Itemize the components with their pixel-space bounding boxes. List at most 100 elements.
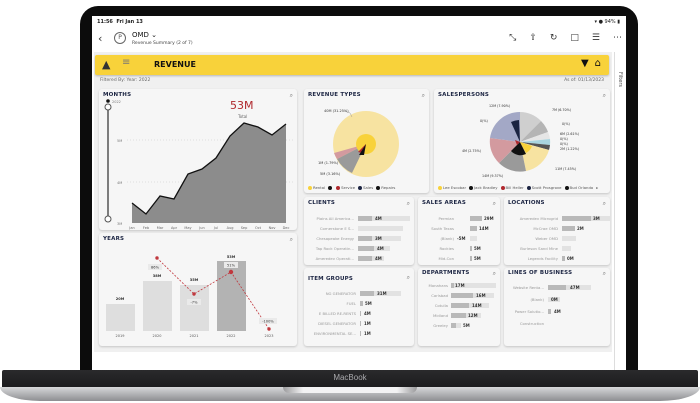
as-of-date: As of: 01/13/2023 (564, 78, 604, 83)
lines-of-business-card: LINES OF BUSINESS ⌕ Website Renta... 47M… (504, 268, 610, 346)
svg-text:Nov: Nov (269, 226, 276, 230)
card-title: REVENUE TYPES (308, 92, 361, 98)
months-area-chart[interactable]: 2022 5M 4M 3M Jan Feb Mar Apr May Jun Jul Aug … (99, 89, 297, 230)
report-page-indicator: Revenue Summary (2 of 7) (132, 41, 193, 46)
months-card: MONTHS ⌕ 2022 5M 4M 3M Jan Feb Mar Apr May J… (99, 89, 297, 230)
svg-text:5M (3.16%): 5M (3.16%) (320, 172, 341, 176)
device-label: MacBook (333, 373, 367, 382)
svg-text:-100%: -100% (262, 320, 274, 324)
svg-text:2021: 2021 (190, 334, 199, 338)
locations-card: LOCATIONS ⌕ Ameredev Microgrid 3M McCrae… (504, 197, 610, 265)
svg-text:0(%): 0(%) (560, 142, 568, 146)
revenue-types-legend: Rental Service Sales Repairs (308, 185, 395, 190)
back-button[interactable]: ‹ (98, 32, 103, 45)
menu-icon[interactable]: ≡ (122, 57, 131, 68)
svg-text:Aug: Aug (227, 226, 234, 230)
svg-text:Apr: Apr (171, 226, 178, 230)
svg-text:53M: 53M (227, 255, 236, 259)
revenue-types-card: REVENUE TYPES ⌕ 40M (31.25%) 1M (1.79%) … (304, 89, 429, 193)
report-canvas: ▲ ≡ REVENUE ▼ ⌂ Filtered By: Year: 2022 … (94, 52, 612, 352)
svg-text:7M (6.70%): 7M (6.70%) (552, 108, 571, 112)
legend-item[interactable]: Scott Prosgrove (526, 185, 562, 190)
legend-item[interactable]: Sales (358, 185, 373, 190)
status-bar: 11:56 Fri Jan 13 ▾ ● 94% ▮ (92, 16, 626, 28)
svg-text:Dec: Dec (283, 226, 290, 230)
svg-text:Mar: Mar (157, 226, 164, 230)
focus-mode-icon[interactable]: ⌕ (421, 92, 425, 99)
revenue-types-pie-chart[interactable]: 40M (31.25%) 1M (1.79%) 5M (3.16%) (304, 89, 429, 193)
salespersons-pie-chart[interactable]: 12M (7.90%) 7M (6.70%) 0(%) 0(%) 6M (2.6… (434, 89, 610, 193)
svg-text:May: May (184, 226, 191, 230)
svg-text:12M (7.90%): 12M (7.90%) (489, 104, 510, 108)
svg-text:20M: 20M (116, 297, 125, 301)
svg-text:Feb: Feb (143, 226, 150, 230)
svg-text:Jan: Jan (128, 226, 134, 230)
focus-mode-icon[interactable]: ⌕ (406, 274, 410, 281)
expand-icon[interactable]: ⤡ (509, 33, 517, 43)
card-title: DEPARTMENTS (422, 270, 470, 276)
page-title: REVENUE (154, 60, 196, 69)
years-combo-chart[interactable]: 20M 38M 35M 53M 86% -7% 51% -100% 2019 2020 2… (99, 233, 297, 346)
share-icon[interactable]: ⇧ (529, 33, 537, 43)
svg-text:38M: 38M (153, 274, 162, 278)
svg-text:2022: 2022 (227, 334, 236, 338)
svg-text:Jun: Jun (198, 226, 204, 230)
home-icon[interactable]: ⌂ (594, 58, 601, 69)
legend-item[interactable]: Repairs (376, 185, 395, 190)
filtered-by-text: Filtered By: Year: 2022 (100, 78, 151, 83)
svg-text:2022: 2022 (112, 100, 121, 104)
focus-mode-icon[interactable]: ⌕ (492, 270, 496, 277)
svg-text:2M (1.22%): 2M (1.22%) (560, 147, 579, 151)
svg-text:Jul: Jul (213, 226, 218, 230)
filter-summary: Filtered By: Year: 2022 As of: 01/13/202… (100, 78, 604, 87)
svg-text:5M: 5M (117, 139, 122, 143)
svg-text:0(%): 0(%) (560, 137, 568, 141)
focus-mode-icon[interactable]: ⌕ (289, 92, 293, 99)
filters-label: Filters (617, 72, 623, 87)
legend-item[interactable]: Jack Bradley (469, 185, 498, 190)
laptop-base: MacBook (0, 370, 700, 403)
focus-mode-icon[interactable]: ⌕ (492, 200, 496, 207)
pages-list-icon[interactable]: ☰ (591, 33, 600, 43)
svg-text:0(%): 0(%) (562, 122, 570, 126)
reset-icon[interactable]: ↻ (549, 33, 558, 43)
clear-filter-icon[interactable]: ▼ (580, 58, 589, 69)
svg-text:2020: 2020 (153, 334, 162, 338)
legend-item[interactable]: Lee Escobar (438, 185, 466, 190)
focus-mode-icon[interactable]: ⌕ (602, 92, 606, 99)
years-card: YEARS ⌕ 20M 38M 35M 53M 86% -7% 51% -100% (99, 233, 297, 346)
legend-item[interactable]: Bill Heller (500, 185, 524, 190)
svg-text:40M (31.25%): 40M (31.25%) (324, 109, 349, 113)
focus-mode-icon[interactable]: ⌕ (406, 200, 410, 207)
more-icon[interactable]: ⋯ (613, 33, 622, 43)
card-title: MONTHS (103, 92, 132, 98)
card-title: CLIENTS (308, 200, 336, 206)
svg-text:Sep: Sep (241, 226, 248, 230)
svg-text:86%: 86% (151, 266, 160, 270)
legend-item[interactable]: Rental (308, 185, 325, 190)
svg-text:14M (9.37%): 14M (9.37%) (482, 174, 503, 178)
focus-mode-icon[interactable]: ⌕ (602, 200, 606, 207)
svg-text:-7%: -7% (191, 301, 199, 305)
workspace-selector[interactable]: OMD ⌄ (132, 31, 158, 39)
legend-item[interactable] (328, 185, 333, 190)
clients-card: CLIENTS ⌕ Plains All America... 4M Corne… (304, 197, 414, 265)
focus-mode-icon[interactable]: ⌕ (289, 236, 293, 243)
legend-item[interactable]: Bud Orlando (564, 185, 593, 190)
card-title: LOCATIONS (508, 200, 545, 206)
filters-pane[interactable]: Filters (614, 52, 626, 370)
oil-rig-logo-icon: ▲ (102, 58, 111, 71)
focus-mode-icon[interactable]: ⌕ (602, 270, 606, 277)
legend-item[interactable]: Service (336, 185, 355, 190)
app-navbar: ‹ P OMD ⌄ Revenue Summary (2 of 7) ⤡ ⇧ ↻… (92, 28, 626, 50)
comment-icon[interactable]: □ (570, 33, 579, 43)
status-time: 11:56 Fri Jan 13 (97, 19, 143, 25)
legend-next-arrow[interactable]: ▸ (596, 185, 599, 190)
salespersons-legend: Lee Escobar Jack Bradley Bill Heller Sco… (438, 185, 598, 190)
svg-text:1M (1.79%): 1M (1.79%) (318, 161, 339, 165)
svg-text:35M: 35M (190, 278, 199, 282)
card-title: LINES OF BUSINESS (508, 270, 573, 276)
svg-text:51%: 51% (227, 264, 236, 268)
svg-text:0(%): 0(%) (480, 119, 488, 123)
tablet-screen: 11:56 Fri Jan 13 ▾ ● 94% ▮ ‹ P OMD ⌄ Rev… (92, 16, 626, 370)
